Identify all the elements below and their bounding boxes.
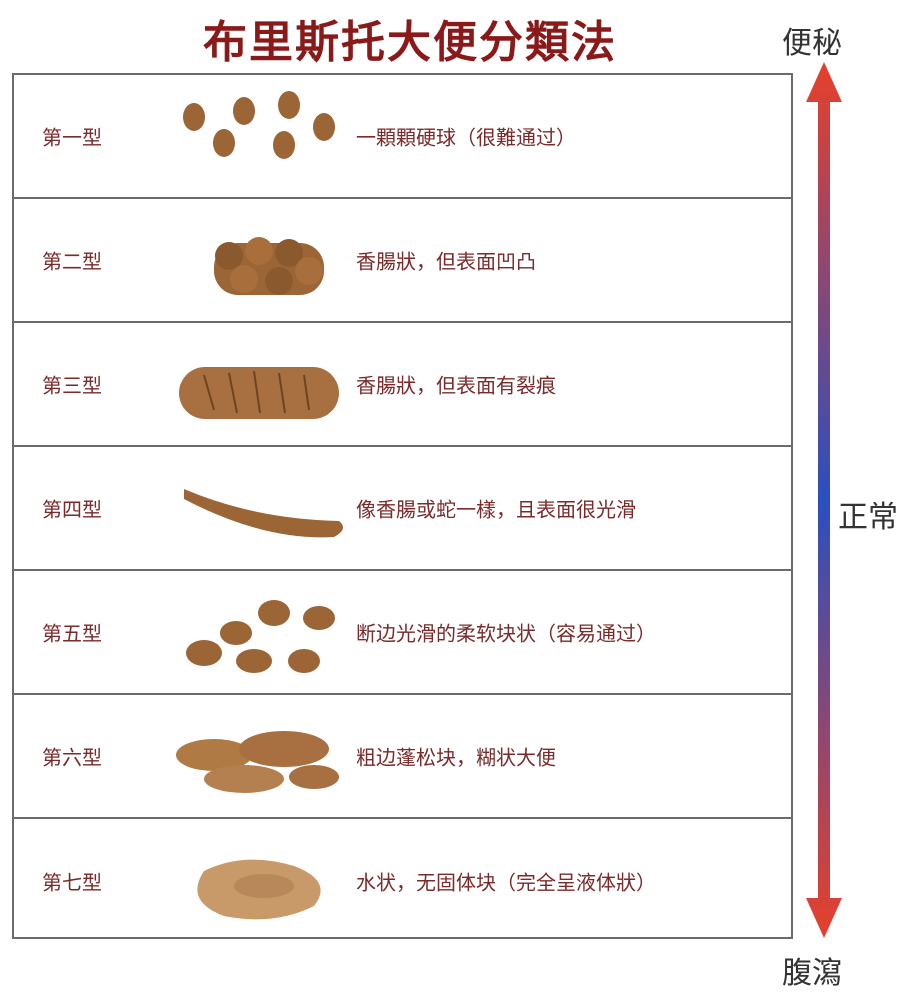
type-label: 第七型 [42, 870, 102, 895]
type-label: 第二型 [42, 249, 102, 274]
scale-top-label: 便秘 [782, 26, 842, 61]
scale-middle-label: 正常 [838, 500, 898, 535]
table-row: 第七型 水状，无固体块（完全呈液体狀） [14, 819, 791, 943]
type-label: 第六型 [42, 745, 102, 770]
stool-lumpy-sausage-icon [214, 237, 324, 295]
type-description: 断边光滑的柔软块状（容易通过） [356, 621, 656, 646]
table-row: 第四型 像香腸或蛇一樣，且表面很光滑 [14, 447, 791, 571]
table-row: 第二型 香腸狀，但表面凹凸 [14, 199, 791, 323]
type-label: 第三型 [42, 373, 102, 398]
page-title: 布里斯托大便分類法 [203, 17, 617, 68]
type-label: 第五型 [42, 621, 102, 646]
type-description: 粗边蓬松块，糊状大便 [356, 745, 556, 770]
type-label: 第一型 [42, 125, 102, 150]
stool-hard-lumps-icon [183, 91, 335, 159]
stool-watery-icon [197, 859, 321, 920]
type-description: 香腸狀，但表面凹凸 [356, 249, 536, 274]
type-description: 一顆顆硬球（很難通过） [356, 125, 576, 150]
scale-arrow-icon [806, 62, 842, 938]
table-row: 第五型 断边光滑的柔软块状（容易通过） [14, 571, 791, 695]
stool-smooth-snake-icon [184, 489, 343, 538]
type-description: 像香腸或蛇一樣，且表面很光滑 [356, 497, 636, 522]
stool-soft-blobs-icon [186, 600, 335, 673]
table-row: 第三型 香腸狀，但表面有裂痕 [14, 323, 791, 447]
table-row: 第一型 一顆顆硬球（很難通过） [14, 75, 791, 199]
type-description: 水状，无固体块（完全呈液体狀） [356, 870, 656, 895]
table-row: 第六型 粗边蓬松块，糊状大便 [14, 695, 791, 819]
scale-bottom-label: 腹瀉 [782, 956, 842, 991]
stool-cracked-sausage-icon [179, 367, 339, 419]
type-description: 香腸狀，但表面有裂痕 [356, 373, 556, 398]
type-label: 第四型 [42, 497, 102, 522]
stool-chart-table: 第一型 一顆顆硬球（很難通过） 第二型 香腸狀，但表面凹凸 第三型 香腸狀，但表面有… [12, 73, 793, 939]
stool-mushy-pieces-icon [176, 731, 339, 793]
